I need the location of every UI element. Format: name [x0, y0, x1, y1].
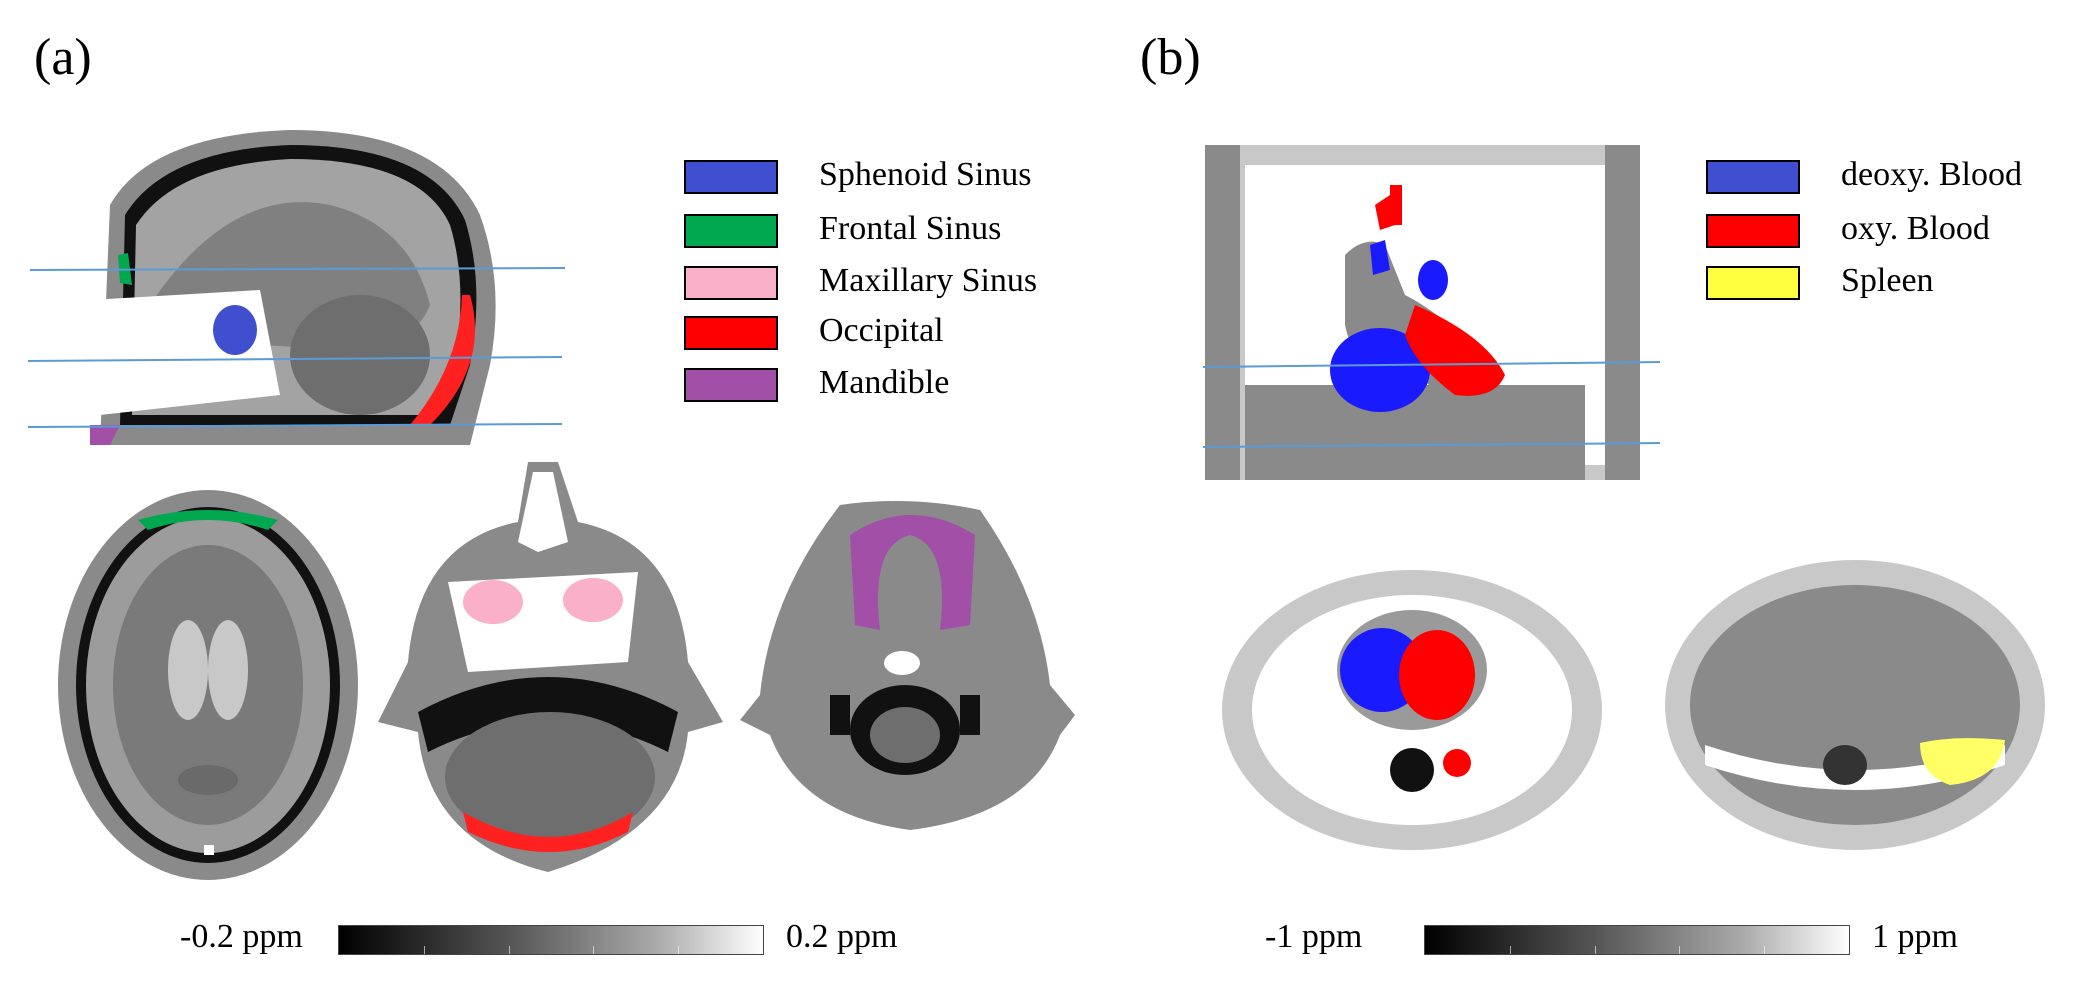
- axial-brain-slice-image: [58, 490, 358, 880]
- panel-a-label: (a): [34, 29, 92, 86]
- axial-mandible-slice-image: [740, 501, 1075, 830]
- legend-label: Maxillary Sinus: [819, 262, 1038, 299]
- legend-label: deoxy. Blood: [1841, 156, 2023, 193]
- legend-item-deoxy-blood: deoxy. Blood: [1706, 156, 2084, 200]
- legend-swatch: [684, 266, 778, 300]
- legend-swatch: [684, 316, 778, 350]
- axial-chest-slice-image: [1222, 570, 1602, 850]
- panel-b-label: (b): [1140, 29, 1201, 86]
- legend-item-mandible: Mandible: [684, 364, 1104, 408]
- colorbar-a: [338, 925, 764, 955]
- legend-item-oxy-blood: oxy. Blood: [1706, 210, 2084, 254]
- legend-label: Frontal Sinus: [819, 210, 1002, 247]
- legend-swatch: [1706, 266, 1800, 300]
- legend-item-occipital: Occipital: [684, 312, 1104, 356]
- axial-abdomen-slice-image: [1665, 560, 2045, 850]
- legend-label: Sphenoid Sinus: [819, 156, 1032, 193]
- legend-label: Spleen: [1841, 262, 1934, 299]
- colorbar-b-min-label: -1 ppm: [1265, 918, 1363, 955]
- legend-item-maxillary: Maxillary Sinus: [684, 262, 1104, 306]
- legend-swatch: [1706, 214, 1800, 248]
- legend-label: Occipital: [819, 312, 944, 349]
- legend-swatch: [684, 214, 778, 248]
- legend-item-sphenoid: Sphenoid Sinus: [684, 156, 1104, 200]
- legend-label: oxy. Blood: [1841, 210, 1990, 247]
- colorbar-b: [1424, 925, 1850, 955]
- legend-swatch: [1706, 160, 1800, 194]
- axial-maxillary-slice-image: [378, 462, 723, 872]
- colorbar-a-max-label: 0.2 ppm: [786, 918, 898, 955]
- legend-swatch: [684, 368, 778, 402]
- coronal-torso-image: [1202, 145, 1661, 480]
- colorbar-a-min-label: -0.2 ppm: [180, 918, 303, 955]
- legend-swatch: [684, 160, 778, 194]
- sagittal-head-image: [27, 130, 566, 445]
- legend-label: Mandible: [819, 364, 950, 401]
- colorbar-b-max-label: 1 ppm: [1872, 918, 1958, 955]
- legend-item-frontal: Frontal Sinus: [684, 210, 1104, 254]
- legend-item-spleen: Spleen: [1706, 262, 2084, 306]
